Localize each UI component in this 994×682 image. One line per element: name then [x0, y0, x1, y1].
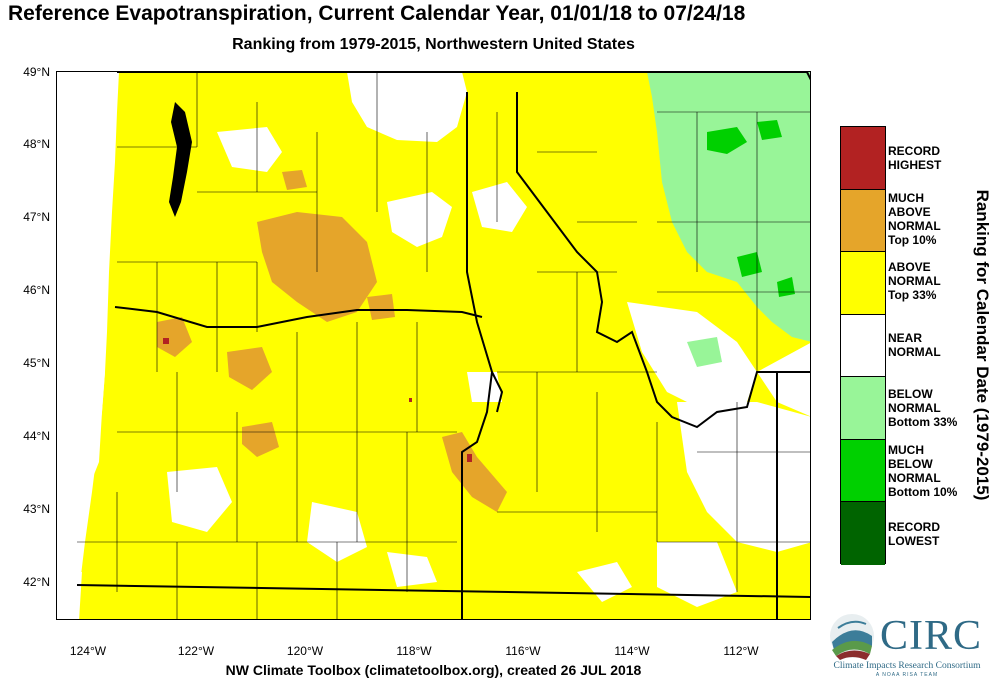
legend-swatch-much-below	[841, 439, 885, 503]
lat-label-47: 47°N	[23, 210, 50, 224]
lat-label-42: 42°N	[23, 575, 50, 589]
legend-label-much-above: MUCH ABOVE NORMAL Top 10%	[888, 191, 941, 247]
legend-colorbar	[840, 126, 886, 565]
lon-label-120: 120°W	[286, 644, 324, 658]
legend-swatch-near	[841, 314, 885, 378]
legend-swatch-much-above	[841, 189, 885, 253]
lat-label-45: 45°N	[23, 356, 50, 370]
pacific-ocean	[57, 72, 119, 619]
lat-label-43: 43°N	[23, 502, 50, 516]
lon-label-114: 114°W	[614, 644, 650, 658]
legend-label-above: ABOVE NORMAL Top 33%	[888, 260, 941, 302]
legend-swatch-below	[841, 377, 885, 440]
lat-label-49: 49°N	[23, 65, 50, 79]
logo-tagline: A NOAA RISA TEAM	[875, 672, 939, 678]
legend-swatch-record-highest	[841, 127, 885, 190]
map-canvas	[57, 72, 810, 619]
lon-label-112: 112°W	[723, 644, 759, 658]
map-panel	[56, 71, 811, 620]
lon-label-116: 116°W	[505, 644, 541, 658]
legend-label-below: BELOW NORMAL Bottom 33%	[888, 387, 958, 429]
legend-swatch-record-lowest	[841, 502, 885, 565]
county-boundaries	[77, 72, 810, 619]
map-title: Reference Evapotranspiration, Current Ca…	[8, 2, 746, 25]
legend-title: Ranking for Calendar Date (1979-2015)	[973, 189, 992, 501]
legend-label-much-below: MUCH BELOW NORMAL Bottom 10%	[888, 443, 958, 499]
lon-label-118: 118°W	[396, 644, 432, 658]
lon-label-122: 122°W	[177, 644, 215, 658]
legend-label-near: NEAR NORMAL	[888, 331, 941, 359]
puget-sound	[169, 102, 192, 217]
state-boundaries	[76, 72, 810, 619]
legend-label-record-highest: RECORD HIGHEST	[888, 144, 942, 172]
record-high-spots	[163, 338, 472, 462]
lat-label-46: 46°N	[23, 283, 50, 297]
legend-label-record-lowest: RECORD LOWEST	[888, 520, 941, 548]
circ-logo-icon	[830, 614, 874, 660]
legend-swatch-above	[841, 252, 885, 315]
lat-label-44: 44°N	[23, 429, 50, 443]
map-subtitle: Ranking from 1979-2015, Northwestern Uni…	[232, 36, 635, 53]
lon-label-124: 124°W	[69, 644, 107, 658]
credit-footer: NW Climate Toolbox (climatetoolbox.org),…	[225, 662, 642, 678]
lat-label-48: 48°N	[23, 137, 50, 151]
below-normal-region	[647, 72, 810, 367]
logo-subtitle: Climate Impacts Research Consortium	[833, 661, 981, 671]
logo-wordmark: CIRC	[880, 613, 983, 659]
